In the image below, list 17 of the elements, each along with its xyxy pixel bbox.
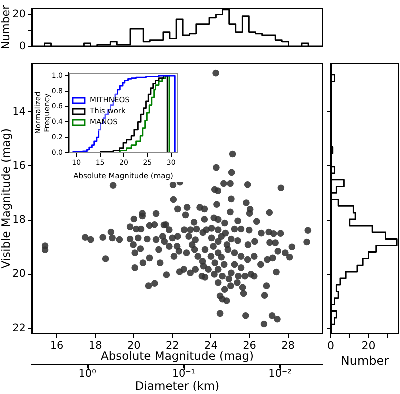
y-tick-label: 0 (19, 40, 26, 52)
x-axis-title: Number (340, 354, 390, 368)
x2-tick-label: 10⁻¹ (172, 368, 196, 380)
y-tick-label: 18 (12, 214, 26, 226)
y-axis-title: Number (0, 4, 12, 50)
x-tick-label: 20 (362, 339, 376, 352)
x-tick-label: 0 (328, 339, 334, 352)
y-tick-label: 14 (12, 106, 26, 118)
y-tick-label: 22 (12, 322, 26, 334)
x2-axis-title: Diameter (km) (135, 379, 220, 394)
y-tick-label: 20 (12, 8, 26, 20)
x2-tick-label: 10⁰ (78, 368, 96, 380)
x-tick-label: 18 (88, 340, 102, 352)
y-axis-title: Visible Magnitude (mag) (0, 128, 13, 269)
y-tick-label: 20 (12, 268, 26, 280)
x-tick-label: 28 (282, 340, 295, 352)
x2-tick-label: 10⁻² (268, 368, 292, 380)
